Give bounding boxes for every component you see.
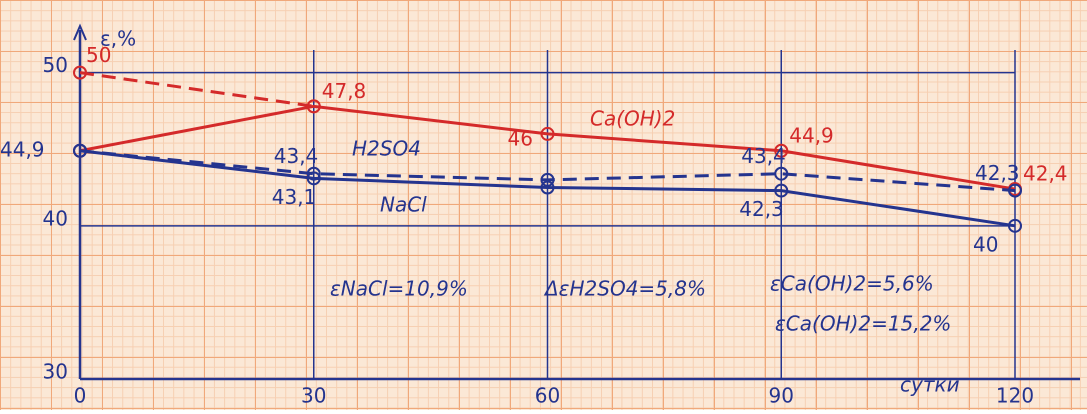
annotation: ΔεH2SO4=5,8% — [543, 277, 706, 301]
x-tick-label: 30 — [301, 384, 326, 408]
series-line — [79, 71, 314, 108]
value-label: 44,9 — [0, 137, 45, 161]
series-name: H2SO4 — [352, 137, 421, 161]
series-line — [79, 104, 1016, 191]
data-point — [774, 143, 789, 158]
x-tick-label: 60 — [535, 384, 560, 408]
value-label: 50 — [86, 43, 111, 67]
value-label: 43,4 — [274, 144, 319, 168]
x-axis-label: сутки — [900, 373, 960, 397]
x-tick-label: 0 — [74, 384, 87, 408]
y-arrow — [73, 23, 87, 41]
series-name: Ca(OH)2 — [590, 107, 675, 131]
series-name: NaCl — [380, 193, 427, 217]
series-line — [79, 149, 1016, 228]
value-label: 46 — [508, 126, 533, 150]
data-point — [1008, 183, 1022, 198]
annotation: εCa(OH)2=5,6% — [770, 272, 934, 296]
x-tick-label: 120 — [996, 384, 1034, 408]
value-label: 40 — [973, 232, 998, 256]
value-label: 43,4 — [741, 144, 786, 168]
data-point — [73, 143, 87, 158]
value-label: 43,1 — [272, 185, 317, 209]
x-tick-label: 90 — [769, 384, 794, 408]
y-tick-label: 30 — [43, 360, 68, 384]
y-tick-label: 50 — [43, 53, 68, 77]
data-point — [540, 172, 555, 187]
y-axis-label: ε,% — [100, 27, 136, 51]
data-point — [540, 126, 555, 141]
data-point — [540, 180, 555, 195]
value-label: 47,8 — [322, 79, 367, 103]
data-point — [1008, 218, 1022, 233]
y-tick-label: 40 — [43, 206, 68, 230]
value-label: 44,9 — [789, 123, 834, 147]
data-point — [774, 166, 789, 181]
value-label: 42,3 — [975, 161, 1020, 185]
data-point — [306, 99, 321, 114]
data-point — [774, 183, 789, 198]
data-point — [306, 171, 321, 186]
annotation: εNaCl=10,9% — [330, 277, 468, 301]
value-label: 42,4 — [1023, 162, 1068, 186]
value-label: 42,3 — [739, 197, 784, 221]
series-line — [79, 149, 1016, 193]
annotation: εCa(OH)2=15,2% — [775, 312, 951, 336]
data-point — [73, 65, 87, 80]
